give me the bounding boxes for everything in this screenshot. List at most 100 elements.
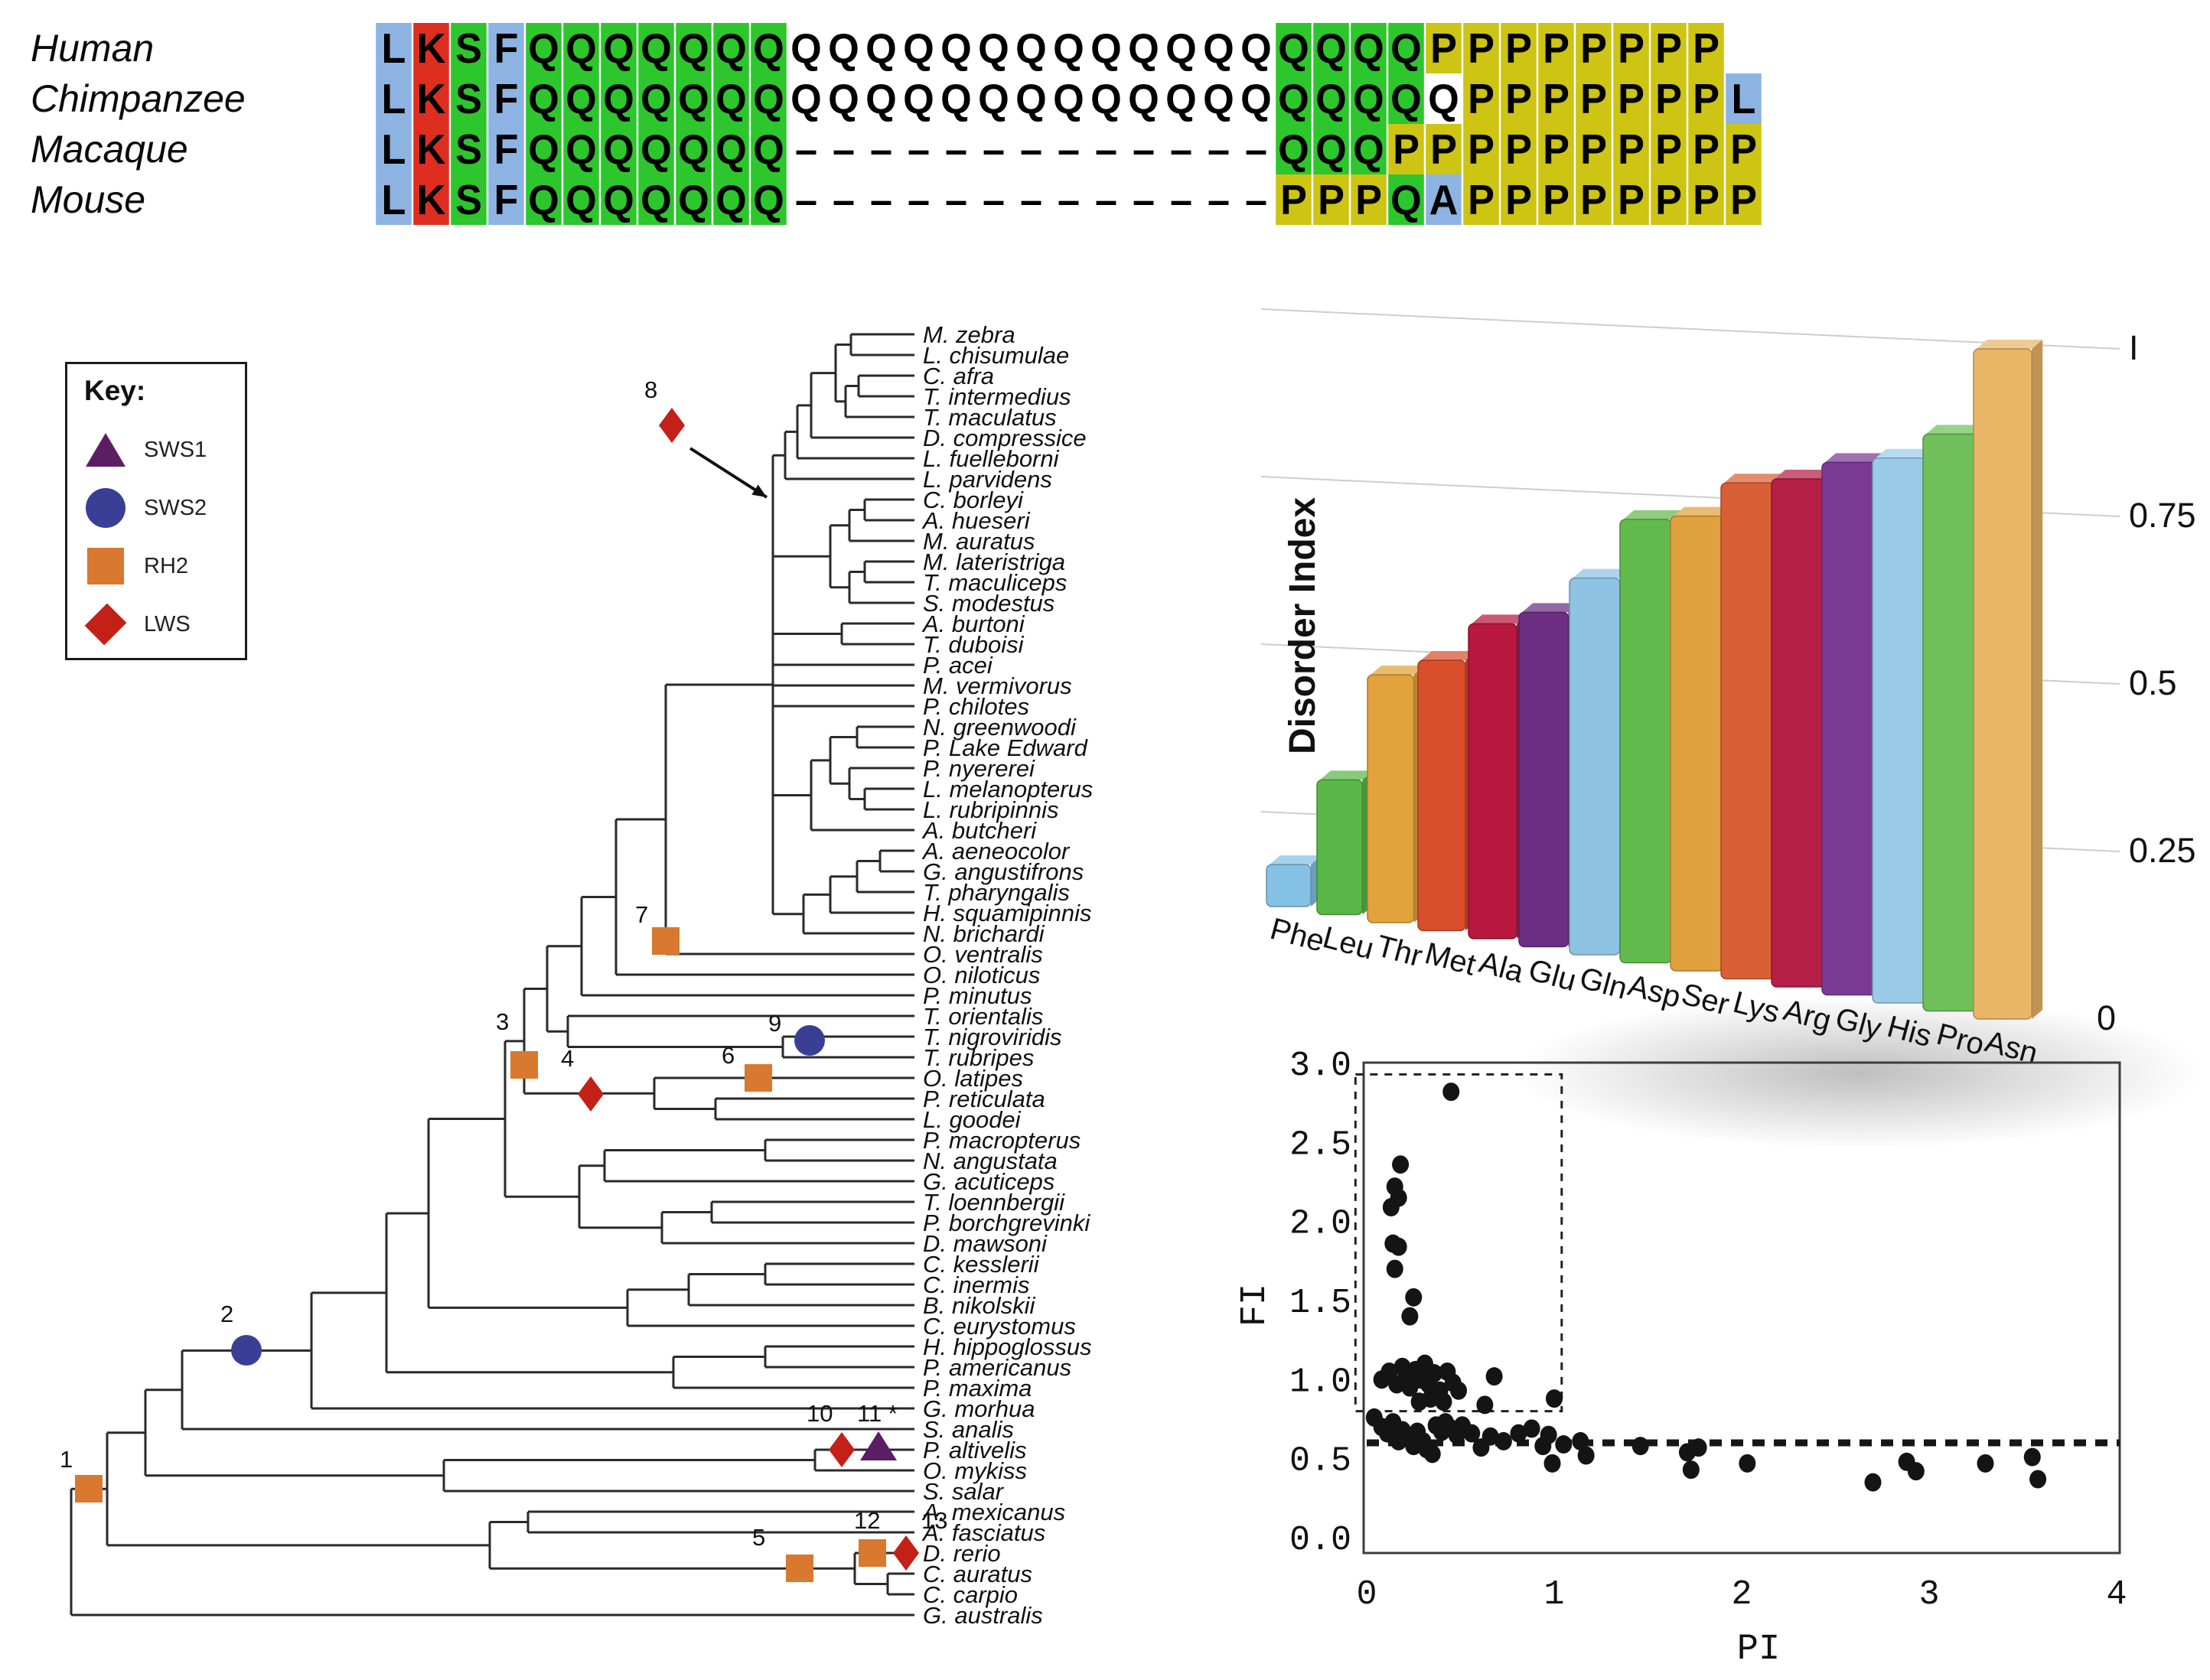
tree-tip-label: O. mykiss [923,1457,1027,1484]
alignment-residue-cell: L [1726,73,1762,124]
alignment-residue-cell: Q [1276,23,1312,73]
alignment-residue-cell: – [863,124,899,174]
scatter-point [1401,1307,1419,1326]
bar-top-face [1472,614,1528,624]
alignment-species-label: Mouse [31,178,146,221]
alignment-residue-cell: K [413,23,449,73]
alignment-residue-cell: Q [1388,23,1424,73]
marker-number-label: 13 [921,1507,947,1534]
alignment-residue-cell: – [1013,124,1049,174]
scatter-point [1426,1364,1443,1383]
alignment-residue-cell: Q [751,174,787,225]
key-item-label: SWS1 [144,437,207,462]
alignment-residue-cell: Q [563,23,599,73]
alignment-residue-cell: Q [1163,23,1199,73]
scatter-point [1405,1288,1423,1307]
scatter-point [1485,1367,1503,1386]
tree-tip-label: N. brichardi [923,920,1045,947]
scatter-point [1572,1431,1589,1450]
alignment-residue-cell: P [1576,73,1612,124]
alignment-residue-cell: – [1088,124,1124,174]
tree-tip-label: C. afra [923,363,994,389]
alignment-residue-cell: K [413,174,449,225]
marker-number-label: 4 [561,1045,574,1072]
marker-arrow [689,447,768,499]
bar-front-face [1367,674,1415,923]
alignment-residue-cell: P [1613,73,1649,124]
alignment-residue-cell: P [1576,23,1612,73]
alignment-residue-cell: Q [1013,23,1049,73]
alignment-species-label: Macaque [31,128,188,171]
alignment-residue-cell: Q [638,124,674,174]
alignment-residue-cell: P [1613,23,1649,73]
alignment-residue-cell: – [1201,124,1237,174]
scatter-xtick-label: 1 [1543,1575,1564,1614]
alignment-residue-cell: – [1088,174,1124,225]
scatter-ytick-label: 1.0 [1289,1363,1351,1402]
scatter-point [1523,1419,1540,1438]
alignment-residue-cell: Q [526,174,562,225]
bar-front-face [1468,623,1517,939]
tree-tip-label: T. maculatus [923,404,1057,431]
bar-front-face [1266,864,1312,907]
scatter-ytick-label: 3.0 [1289,1047,1351,1086]
alignment-residue-cell: Q [1126,73,1162,124]
scatter-xtick-label: 4 [2106,1575,2127,1614]
alignment-residue-cell: P [1501,23,1537,73]
bar-top-face [1674,506,1734,516]
alignment-residue-cell: Q [563,73,599,124]
marker-number-label: 8 [644,376,657,403]
tree-tip-label: T. orientalis [923,1003,1043,1030]
tree-tip-label: H. squamipinnis [923,900,1092,926]
alignment-residue-cell: S [451,23,487,73]
sequence-alignment-panel: Human L K S F Q Q Q Q Q Q Q Q Q Q Q Q Q Q Q Q Q Q Q Q Q Q Q Q P P P P P P P… [31,23,1762,225]
alignment-residue-cell: P [1613,174,1649,225]
alignment-residue-cell: Q [601,73,637,124]
tree-tip-label: D. mawsoni [923,1230,1048,1257]
scatter-point [1540,1425,1557,1444]
rh2-square-marker [859,1539,886,1567]
alignment-residue-cell: Q [676,73,712,124]
alignment-residue-cell: Q [638,73,674,124]
alignment-residue-cell: S [451,124,487,174]
tree-tip-label: M. zebra [923,321,1015,348]
alignment-residue-cell: P [1576,174,1612,225]
alignment-residue-cell: – [938,174,974,225]
tree-tip-label: M. vermivorus [923,672,1072,699]
marker-arrowhead [751,484,767,497]
key-item-label: LWS [144,611,191,637]
scatter-ytick-label: 2.0 [1289,1205,1351,1244]
alignment-row: Mouse L K S F Q Q Q Q Q Q Q – – – – – – – – – – – – – P P P Q A P P P P P P… [31,174,1762,225]
alignment-species-label: Human [31,27,155,70]
tree-tip-label: L. rubripinnis [923,796,1058,823]
tree-key-legend: Key: SWS1 SWS2 RH2 LWS [65,362,247,660]
alignment-residue-cell: P [1313,174,1349,225]
scatter-ytick-label: 0.5 [1289,1442,1351,1481]
alignment-row: Macaque L K S F Q Q Q Q Q Q Q – – – – – – – – – – – – – Q Q Q P P P P P P… [31,124,1762,174]
alignment-residue-cell: P [1538,124,1574,174]
tree-tip-label: L. melanopterus [923,776,1093,803]
tree-tip-label: T. duboisi [923,631,1025,658]
alignment-residue-cell: Q [1051,73,1087,124]
scatter-point [1546,1389,1563,1408]
scatter-point [1907,1462,1925,1481]
sws2-circle-marker [231,1335,262,1366]
tree-tip-label: B. nikolskii [923,1292,1036,1319]
alignment-residue-cell: S [451,174,487,225]
alignment-residue-cell: Q [1163,73,1199,124]
alignment-residue-cell: Q [638,23,674,73]
alignment-residue-cell: P [1351,174,1387,225]
scatter-point [1510,1424,1527,1443]
tree-tip-label: P. macropterus [923,1127,1081,1154]
bar-top-face [1522,603,1579,613]
alignment-residue-cell: Q [563,124,599,174]
alignment-residue-cell: F [488,174,524,225]
tree-tip-label: A. mexicanus [921,1499,1065,1525]
bar-y-axis-title: Disorder Index [1283,497,1323,754]
alignment-residue-cell: – [1126,124,1162,174]
alignment-residue-cell: Q [976,23,1012,73]
scatter-ytick-label: 0.0 [1289,1521,1351,1560]
alignment-residue-cell: Q [526,23,562,73]
alignment-residue-cell: Q [1013,73,1049,124]
